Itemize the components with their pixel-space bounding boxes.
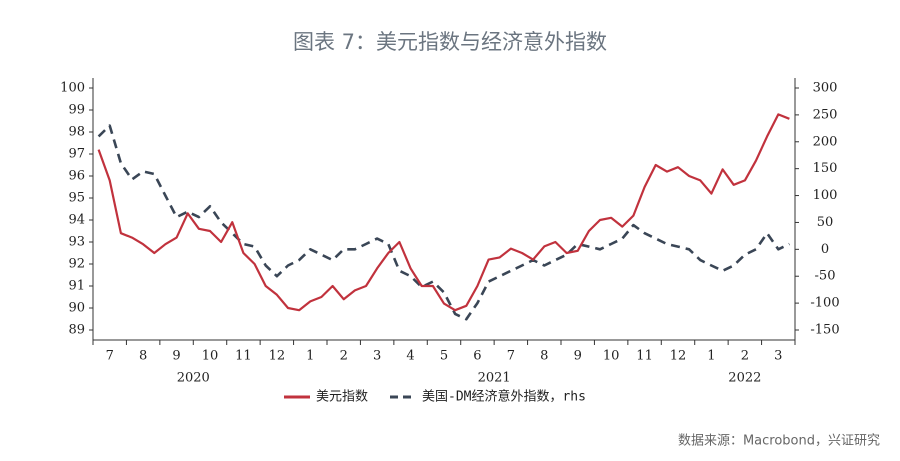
- y2-tick-label: 50: [817, 215, 834, 230]
- y-tick-label: 90: [68, 301, 85, 316]
- y2-tick-label: 150: [813, 161, 838, 176]
- year-label: 2020: [177, 371, 210, 386]
- year-label: 2022: [728, 371, 761, 386]
- y-tick-label: 96: [68, 169, 85, 184]
- y-tick-label: 99: [68, 103, 85, 118]
- y2-tick-label: -150: [810, 323, 839, 338]
- x-tick-label: 12: [670, 349, 687, 364]
- x-tick-label: 3: [774, 349, 782, 364]
- x-tick-label: 4: [406, 349, 414, 364]
- legend-label: 美元指数: [316, 390, 368, 405]
- y-tick-label: 100: [60, 81, 85, 96]
- x-tick-label: 8: [139, 349, 147, 364]
- x-tick-label: 2: [741, 349, 749, 364]
- y2-tick-label: 200: [813, 134, 838, 149]
- x-tick-label: 1: [306, 349, 314, 364]
- y-tick-label: 97: [68, 147, 85, 162]
- x-tick-label: 1: [707, 349, 715, 364]
- series-line: [97, 124, 790, 321]
- x-tick-label: 11: [636, 349, 653, 364]
- y2-tick-label: -50: [815, 269, 836, 284]
- y-tick-label: 89: [68, 323, 85, 338]
- x-tick-label: 7: [507, 349, 515, 364]
- y-tick-label: 94: [68, 213, 85, 228]
- x-tick-label: 5: [440, 349, 448, 364]
- x-tick-label: 6: [473, 349, 481, 364]
- y2-tick-label: 100: [813, 188, 838, 203]
- chart-title: 图表 7：美元指数与经济意外指数: [293, 30, 607, 54]
- x-tick-label: 10: [202, 349, 219, 364]
- y-tick-label: 95: [68, 191, 85, 206]
- y2-tick-label: 0: [821, 242, 829, 257]
- y-tick-label: 98: [68, 125, 85, 140]
- x-tick-label: 3: [373, 349, 381, 364]
- y2-tick-label: 300: [813, 81, 838, 96]
- y-tick-label: 91: [68, 279, 85, 294]
- y-tick-label: 92: [68, 257, 85, 272]
- x-tick-label: 10: [603, 349, 620, 364]
- legend-label: 美国-DM经济意外指数，rhs: [422, 389, 586, 405]
- x-tick-label: 8: [540, 349, 548, 364]
- y2-tick-label: 250: [813, 107, 838, 122]
- x-tick-label: 11: [235, 349, 252, 364]
- source: 数据来源：Macrobond，兴证研究: [678, 434, 880, 449]
- x-tick-label: 9: [172, 349, 180, 364]
- y2-tick-label: -100: [810, 296, 839, 311]
- x-tick-label: 12: [269, 349, 286, 364]
- x-tick-label: 2: [340, 349, 348, 364]
- x-tick-label: 9: [574, 349, 582, 364]
- series-line: [97, 113, 790, 312]
- year-label: 2021: [478, 371, 511, 386]
- y-tick-label: 93: [68, 235, 85, 250]
- x-tick-label: 7: [106, 349, 114, 364]
